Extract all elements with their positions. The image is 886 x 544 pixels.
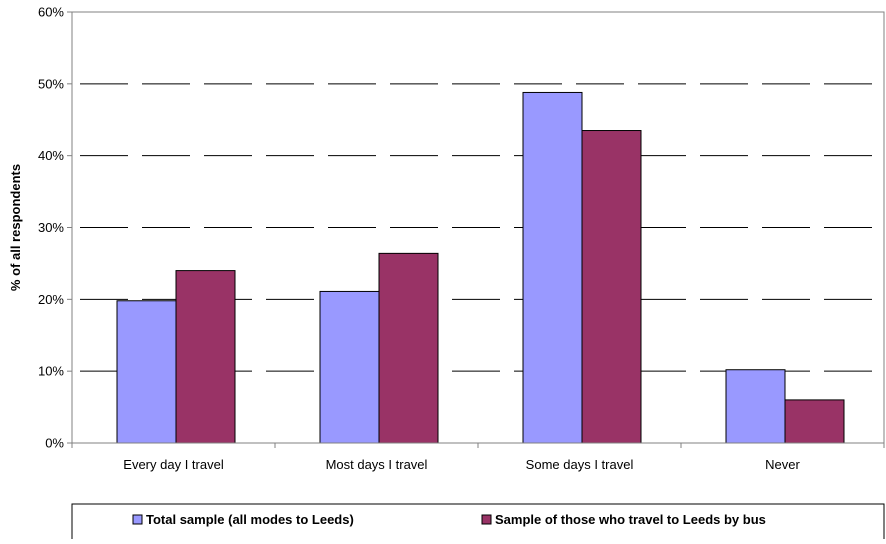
y-tick-label: 30% (38, 220, 64, 235)
x-category-label: Never (765, 457, 800, 472)
legend-box (71, 503, 885, 544)
x-axis-categories: Every day I travel Most days I travel Some… (71, 443, 885, 472)
y-tick-label: 60% (38, 5, 64, 20)
legend-items: Total sample (all modes to Leeds) Sample … (132, 512, 766, 527)
bar-total-sample (319, 290, 380, 444)
legend: Total sample (all modes to Leeds) Sample … (71, 503, 885, 544)
bars (116, 91, 845, 444)
bar-bus-sample (175, 270, 236, 444)
y-axis-title: % of all respondents (8, 164, 23, 291)
bar-bus-sample (378, 252, 439, 444)
y-tick-label: 50% (38, 76, 64, 91)
y-tick-label: 40% (38, 148, 64, 163)
y-tick-label: 0% (45, 436, 64, 451)
y-axis-ticks: 0% 10% 20% 30% 40% 50% 60% (38, 5, 72, 451)
x-category-label: Most days I travel (326, 457, 428, 472)
legend-label: Total sample (all modes to Leeds) (146, 512, 354, 527)
legend-swatch (132, 514, 143, 525)
bar-bus-sample (581, 130, 642, 444)
bar-total-sample (522, 91, 583, 444)
x-category-label: Every day I travel (123, 457, 224, 472)
bar-total-sample (116, 300, 177, 444)
y-tick-label: 10% (38, 364, 64, 379)
x-category-label: Some days I travel (526, 457, 634, 472)
legend-swatch (481, 514, 492, 525)
bar-total-sample (725, 369, 786, 444)
legend-label: Sample of those who travel to Leeds by b… (495, 512, 766, 527)
y-tick-label: 20% (38, 292, 64, 307)
bar-bus-sample (784, 399, 845, 444)
